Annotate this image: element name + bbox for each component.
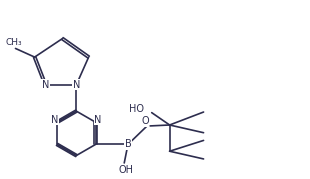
Text: N: N xyxy=(51,115,58,125)
Text: N: N xyxy=(94,115,102,125)
Text: HO: HO xyxy=(129,104,144,114)
Text: CH₃: CH₃ xyxy=(6,38,22,47)
Text: N: N xyxy=(42,80,49,90)
Text: OH: OH xyxy=(118,165,133,175)
Text: N: N xyxy=(73,80,80,90)
Text: B: B xyxy=(125,139,131,149)
Text: O: O xyxy=(141,116,149,126)
